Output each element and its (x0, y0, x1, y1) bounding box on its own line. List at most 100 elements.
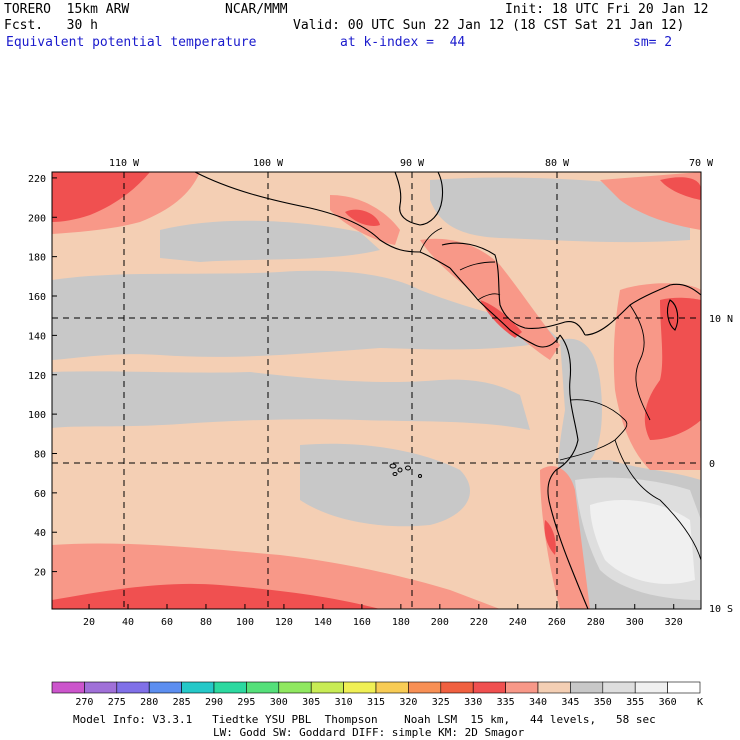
border-colombia-venezuela (629, 304, 651, 421)
forecast-hour: Fcst. 30 h (4, 18, 98, 33)
colorbar-swatch (505, 681, 539, 694)
border-peru-brazil (614, 439, 702, 561)
latlon-grid (52, 172, 701, 609)
lon-label: 80 W (545, 158, 570, 169)
footer-model-info: Model Info: V3.3.1 Tiedtke YSU PBL Thomp… (73, 713, 656, 726)
colorbar-label: 345 (561, 697, 579, 708)
valid-time: Valid: 00 UTC Sun 22 Jan 12 (18 CST Sat … (293, 18, 685, 33)
red-nw-corner (52, 172, 150, 222)
colorbar-label: 315 (367, 697, 385, 708)
x-tick-label: 80 (200, 617, 212, 628)
theta-e-field (52, 172, 701, 609)
colorbar-label: 275 (108, 697, 126, 708)
lat-label: 10 S (709, 604, 733, 615)
red-costa-rica (480, 300, 522, 338)
salmon-central-america (420, 238, 560, 360)
colorbar-swatch (343, 681, 377, 694)
gray-band-main (52, 270, 560, 360)
salmon-peru-coast (540, 466, 590, 609)
colorbar-label: 340 (529, 697, 547, 708)
level-info: at k-index = 44 (340, 35, 466, 50)
colorbar-label: 310 (335, 697, 353, 708)
x-tick-label: 100 (236, 617, 254, 628)
border-colombia-ecuador (569, 399, 626, 421)
footer-physics-info: LW: Godd SW: Goddard DIFF: simple KM: 2D… (213, 726, 525, 739)
y-tick-label: 40 (34, 528, 46, 539)
colorbar-label: 295 (237, 697, 255, 708)
x-tick-label: 120 (275, 617, 293, 628)
x-tick-label: 40 (122, 617, 134, 628)
y-tick-label: 80 (34, 449, 46, 460)
colorbar-label: 270 (75, 697, 93, 708)
x-tick-label: 140 (314, 617, 332, 628)
map-frame (51, 171, 702, 610)
x-tick-label: 240 (509, 617, 527, 628)
x-tick-label: 20 (83, 617, 95, 628)
x-tick-label: 180 (392, 617, 410, 628)
mexico-coast (194, 171, 451, 269)
x-tick-label: 320 (665, 617, 683, 628)
lon-label: 100 W (253, 158, 284, 169)
colorbar-swatch (310, 681, 344, 694)
colorbar-swatch (148, 681, 182, 694)
colorbar-label: 350 (594, 697, 612, 708)
field-name: Equivalent potential temperature (6, 35, 257, 50)
colorbar-swatch (246, 681, 280, 694)
colorbar-swatch (602, 681, 636, 694)
colorbar-label: 355 (626, 697, 644, 708)
colorbar-label: 300 (270, 697, 288, 708)
gray-band-north (160, 220, 380, 262)
colorbar-label: 280 (140, 697, 158, 708)
red-caribbean (660, 177, 701, 200)
lon-label: 70 W (689, 158, 714, 169)
border-central-america-2 (459, 261, 496, 271)
colorbar-label: 330 (464, 697, 482, 708)
colorbar-swatch (570, 681, 604, 694)
colorbar-swatch (408, 681, 442, 694)
colorbar-swatch (116, 681, 150, 694)
lat-label: 10 N (709, 314, 733, 325)
colorbar-label: 360 (659, 697, 677, 708)
y-tick-label: 140 (28, 331, 46, 342)
yucatan-coast (394, 171, 444, 226)
y-axis-ticks: 20 40 60 80 100 120 140 160 180 200 220 (28, 174, 57, 579)
init-time: Init: 18 UTC Fri 20 Jan 12 (505, 2, 709, 17)
border-central-america-1 (419, 227, 443, 253)
galapagos-islands (389, 463, 422, 478)
red-mexico-blob (345, 209, 380, 226)
lake-maracaibo (666, 299, 679, 331)
y-tick-label: 60 (34, 489, 46, 500)
colorbar-swatch (84, 681, 118, 694)
y-tick-label: 220 (28, 174, 46, 185)
gray-band-central (52, 371, 530, 430)
south-america-north (584, 283, 702, 336)
lat-label: 0 (709, 459, 715, 470)
x-tick-label: 280 (587, 617, 605, 628)
colorbar-swatch (440, 681, 474, 694)
south-america-west (547, 334, 589, 610)
lon-label: 90 W (400, 158, 425, 169)
x-tick-label: 260 (548, 617, 566, 628)
colorbar-label: 325 (432, 697, 450, 708)
lon-label: 110 W (109, 158, 140, 169)
colorbar-label: 305 (302, 697, 320, 708)
colorbar-swatch (181, 681, 215, 694)
border-central-america-3 (477, 293, 501, 301)
central-america-pacific (449, 267, 561, 348)
y-tick-label: 180 (28, 253, 46, 264)
red-south-band (52, 583, 380, 609)
colorbar-swatch (213, 681, 247, 694)
y-tick-label: 120 (28, 371, 46, 382)
colorbar-swatch (634, 681, 668, 694)
colorbar-label: 285 (173, 697, 191, 708)
colorbar-label: 320 (399, 697, 417, 708)
colorbar-swatch (278, 681, 312, 694)
central-america-caribbean (441, 242, 586, 336)
colorbar-swatch (537, 681, 571, 694)
x-tick-label: 160 (353, 617, 371, 628)
x-tick-label: 60 (161, 617, 173, 628)
coastlines (194, 171, 702, 610)
center-name: NCAR/MMM (225, 2, 288, 17)
lat-labels: 10 N 0 10 S (709, 314, 733, 615)
y-tick-label: 160 (28, 292, 46, 303)
